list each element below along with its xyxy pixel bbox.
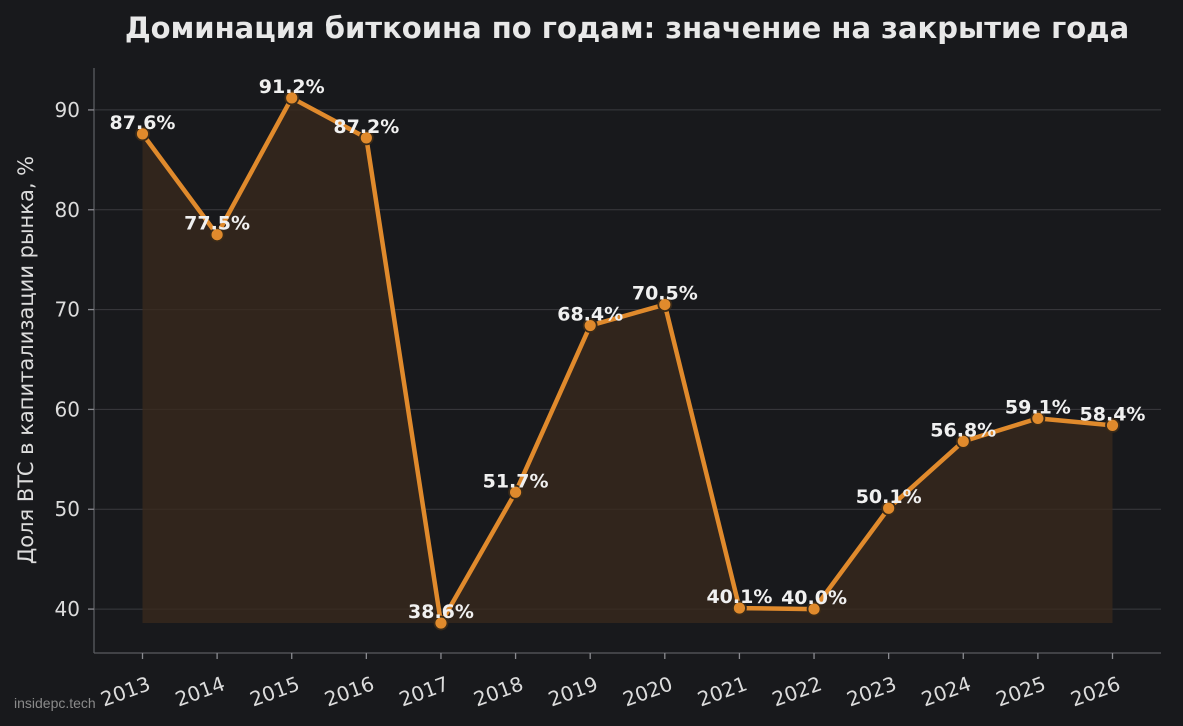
- data-label-2020: 70.5%: [632, 283, 698, 305]
- data-label-2017: 38.6%: [408, 601, 474, 623]
- x-tick-label-2025: 2025: [993, 671, 1049, 711]
- data-label-2016: 87.2%: [333, 116, 399, 138]
- y-tick-label-40: 40: [55, 597, 80, 621]
- y-tick-label-50: 50: [55, 497, 80, 521]
- axes: [88, 68, 1161, 659]
- y-tick-label-80: 80: [55, 198, 80, 222]
- data-label-2019: 68.4%: [557, 304, 623, 326]
- data-labels: 87.6% 77.5% 91.2% 87.2% 38.6% 51.7% 68.4% 70.5%…: [110, 76, 1146, 623]
- x-tick-label-2026: 2026: [1067, 671, 1123, 711]
- data-point-2021: [732, 600, 747, 616]
- chart-title: Доминация биткоина по годам: значение на…: [125, 11, 1129, 45]
- x-tick-label-2024: 2024: [918, 671, 974, 711]
- x-tick-label-2021: 2021: [694, 671, 750, 711]
- data-point-2019: [582, 318, 598, 333]
- data-label-2023: 50.1%: [856, 486, 922, 508]
- area-shape: [142, 97, 1113, 624]
- x-tick-label-2020: 2020: [620, 671, 676, 711]
- data-label-2021: 40.1%: [706, 586, 772, 608]
- y-tick-label-70: 70: [55, 298, 80, 322]
- x-tick-label-2013: 2013: [97, 671, 153, 711]
- x-tick-labels: 2013 2014 2015 2016 2017 2018 2019 2020 2021 2022…: [97, 671, 1123, 711]
- area-fill: [142, 97, 1113, 624]
- data-label-2024: 56.8%: [930, 419, 996, 441]
- x-tick-label-2015: 2015: [247, 671, 303, 711]
- y-tick-label-60: 60: [55, 397, 80, 421]
- x-tick-label-2022: 2022: [769, 671, 825, 711]
- data-label-2018: 51.7%: [483, 470, 549, 492]
- x-tick-label-2019: 2019: [545, 671, 601, 711]
- data-point-2023: [881, 500, 897, 516]
- series-line: [140, 95, 1115, 626]
- x-tick-label-2016: 2016: [321, 671, 377, 711]
- y-axis-label: Доля BTC в капитализации рынка, %: [14, 156, 38, 564]
- data-point-2022: [806, 601, 822, 617]
- data-point-2016: [358, 130, 374, 146]
- x-tick-label-2018: 2018: [470, 671, 526, 711]
- data-point-2017: [433, 615, 449, 631]
- x-tick-label-2023: 2023: [844, 671, 900, 711]
- data-point-2024: [955, 433, 971, 449]
- data-label-2013: 87.6%: [110, 112, 176, 134]
- data-point-2026: [1105, 417, 1120, 433]
- data-point-2015: [284, 90, 300, 106]
- watermark: insidepc.tech: [14, 695, 96, 711]
- data-label-2026: 58.4%: [1080, 403, 1146, 425]
- data-point-2025: [1030, 411, 1046, 426]
- data-label-2022: 40.0%: [781, 587, 847, 609]
- y-tick-labels: 40 50 60 70 80 90: [55, 98, 80, 621]
- x-tick-label-2017: 2017: [396, 671, 452, 711]
- data-point-2020: [657, 297, 673, 312]
- data-points: [135, 90, 1120, 631]
- data-point-2018: [508, 484, 523, 500]
- data-point-2013: [135, 126, 150, 142]
- series-polyline: [140, 95, 1115, 626]
- data-label-2025: 59.1%: [1005, 396, 1071, 418]
- data-label-2015: 91.2%: [259, 76, 325, 98]
- x-tick-label-2014: 2014: [172, 671, 228, 711]
- data-label-2014: 77.5%: [184, 213, 250, 235]
- data-point-2014: [209, 227, 225, 243]
- y-tick-label-90: 90: [55, 98, 80, 122]
